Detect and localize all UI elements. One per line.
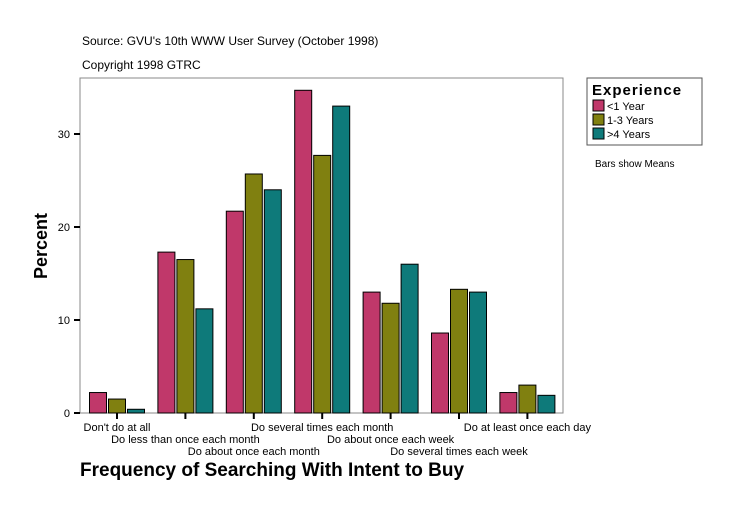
legend-label: >4 Years (607, 129, 651, 141)
legend: Experience <1 Year 1-3 Years >4 Years (586, 77, 703, 146)
bar (244, 173, 263, 414)
x-tick-label: Do several times each week (390, 446, 528, 458)
x-axis-label: Frequency of Searching With Intent to Bu… (80, 460, 465, 481)
bar (537, 394, 556, 414)
x-tick-label: Don't do at all (84, 422, 151, 434)
bar (225, 210, 244, 414)
y-tick-label: 10 (58, 315, 70, 327)
bar (518, 384, 537, 414)
legend-swatch (592, 99, 605, 112)
x-tick-label: Do about once each month (188, 446, 320, 458)
bar (450, 288, 468, 414)
bar (332, 105, 351, 414)
bar (157, 251, 176, 414)
x-tick-label: Do at least once each day (464, 422, 592, 434)
bar (381, 302, 400, 414)
bar (313, 154, 332, 414)
x-tick-label: Do several times each month (251, 422, 393, 434)
x-tick-label: Do less than once each month (111, 434, 260, 446)
y-axis-label: Percent (31, 213, 51, 279)
bar (108, 398, 126, 414)
copyright-text: Copyright 1998 GTRC (82, 58, 201, 72)
legend-swatch (592, 113, 605, 126)
y-tick-label: 30 (58, 129, 70, 141)
bar (499, 392, 518, 414)
x-tick-label: Do about once each week (327, 434, 455, 446)
bar (469, 291, 487, 414)
legend-box (586, 77, 703, 146)
legend-label: <1 Year (607, 101, 645, 113)
bar (400, 263, 419, 414)
bar (127, 408, 145, 414)
legend-label: 1-3 Years (607, 115, 654, 127)
legend-swatch (592, 127, 605, 140)
bar (362, 291, 381, 414)
y-tick-label: 20 (58, 222, 70, 234)
y-tick-label: 0 (64, 408, 70, 420)
legend-title: Experience (592, 82, 682, 99)
bar (294, 89, 313, 414)
bars-note: Bars show Means (595, 159, 674, 170)
source-text: Source: GVU's 10th WWW User Survey (Octo… (82, 34, 378, 48)
bar (176, 259, 195, 414)
bar (89, 392, 107, 414)
bar (263, 189, 282, 414)
bar (431, 332, 449, 414)
bar (195, 308, 214, 414)
